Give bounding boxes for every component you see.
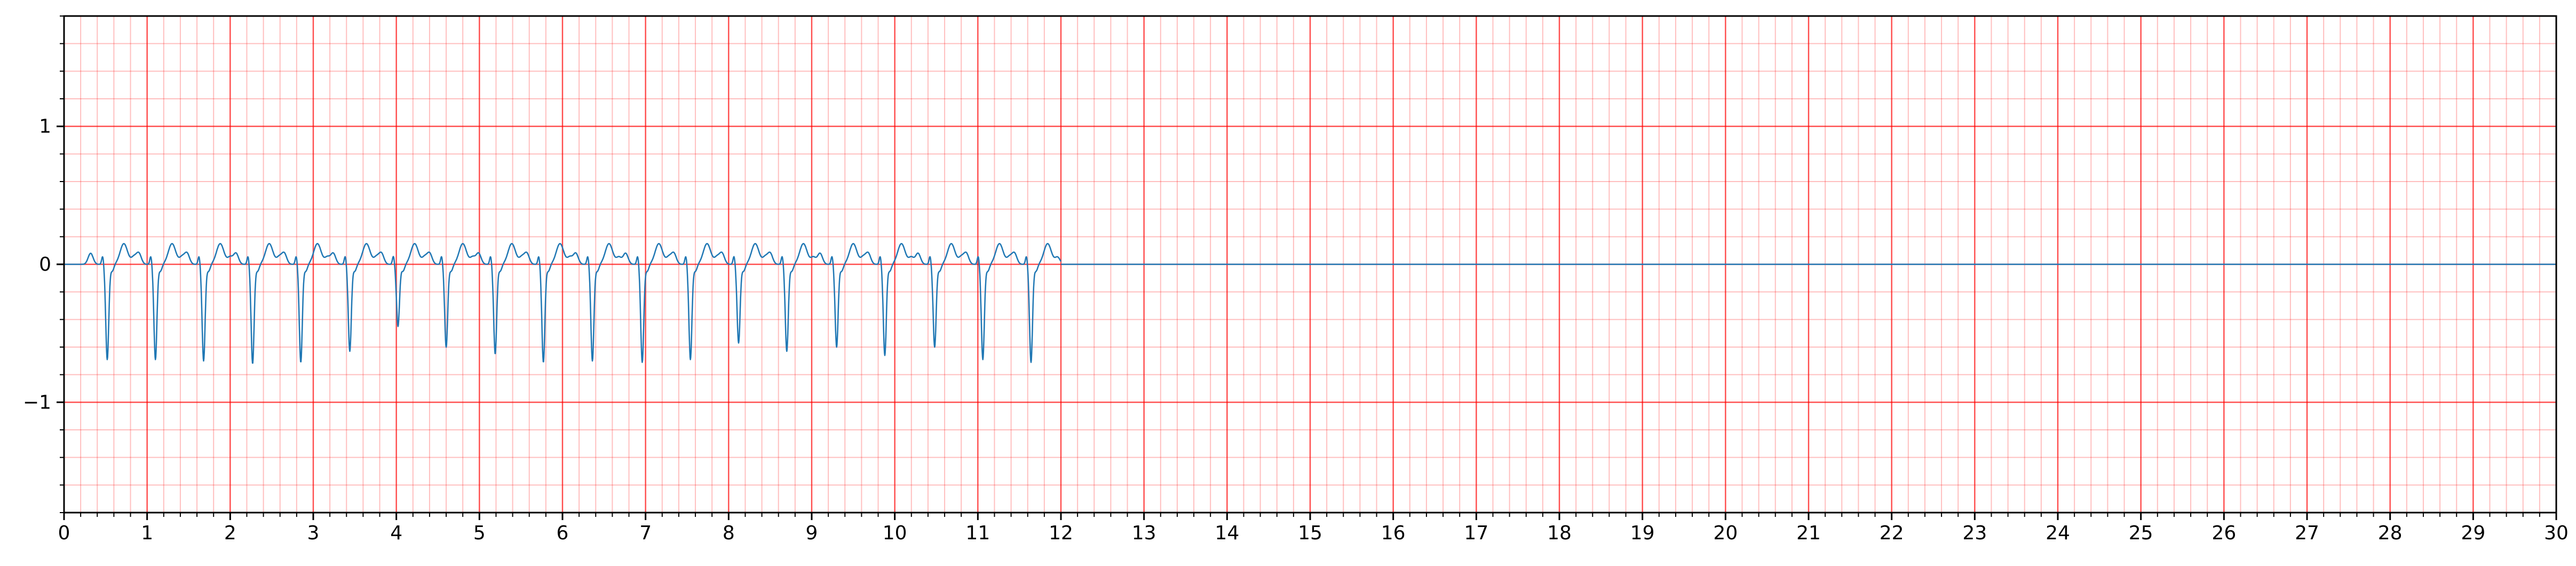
x-tick-label: 23: [1962, 522, 1987, 544]
y-tick-label: 1: [39, 116, 51, 138]
x-tick-label: 25: [2129, 522, 2153, 544]
x-tick-label: 27: [2295, 522, 2319, 544]
y-tick-label: 0: [39, 254, 51, 276]
y-tick-label: −1: [23, 391, 51, 413]
x-tick-label: 19: [1630, 522, 1655, 544]
x-tick-label: 24: [2046, 522, 2070, 544]
x-tick-label: 0: [58, 522, 70, 544]
x-tick-label: 1: [141, 522, 153, 544]
x-tick-label: 5: [473, 522, 486, 544]
x-tick-label: 20: [1713, 522, 1738, 544]
x-tick-label: 26: [2212, 522, 2236, 544]
x-tick-label: 3: [307, 522, 320, 544]
x-tick-label: 14: [1215, 522, 1239, 544]
x-tick-label: 7: [639, 522, 652, 544]
x-tick-label: 10: [883, 522, 907, 544]
x-tick-label: 29: [2461, 522, 2485, 544]
ticks-layer: 0 1 2 3 4 5 6 7 8 9 10 11 12 13 14 15 16 17 18 19 20 21 22 23 24…: [23, 16, 2569, 544]
x-tick-label: 6: [557, 522, 569, 544]
x-tick-label: 11: [965, 522, 990, 544]
x-tick-label: 22: [1880, 522, 1904, 544]
x-tick-label: 4: [390, 522, 402, 544]
x-tick-label: 16: [1381, 522, 1406, 544]
x-tick-label: 17: [1464, 522, 1488, 544]
x-tick-label: 2: [224, 522, 236, 544]
x-tick-label: 21: [1796, 522, 1821, 544]
x-tick-label: 8: [723, 522, 735, 544]
x-tick-label: 18: [1547, 522, 1572, 544]
x-tick-label: 9: [806, 522, 818, 544]
x-tick-label: 13: [1132, 522, 1156, 544]
x-tick-label: 28: [2378, 522, 2403, 544]
x-tick-label: 15: [1298, 522, 1322, 544]
x-tick-label: 30: [2544, 522, 2569, 544]
x-tick-label: 12: [1049, 522, 1073, 544]
